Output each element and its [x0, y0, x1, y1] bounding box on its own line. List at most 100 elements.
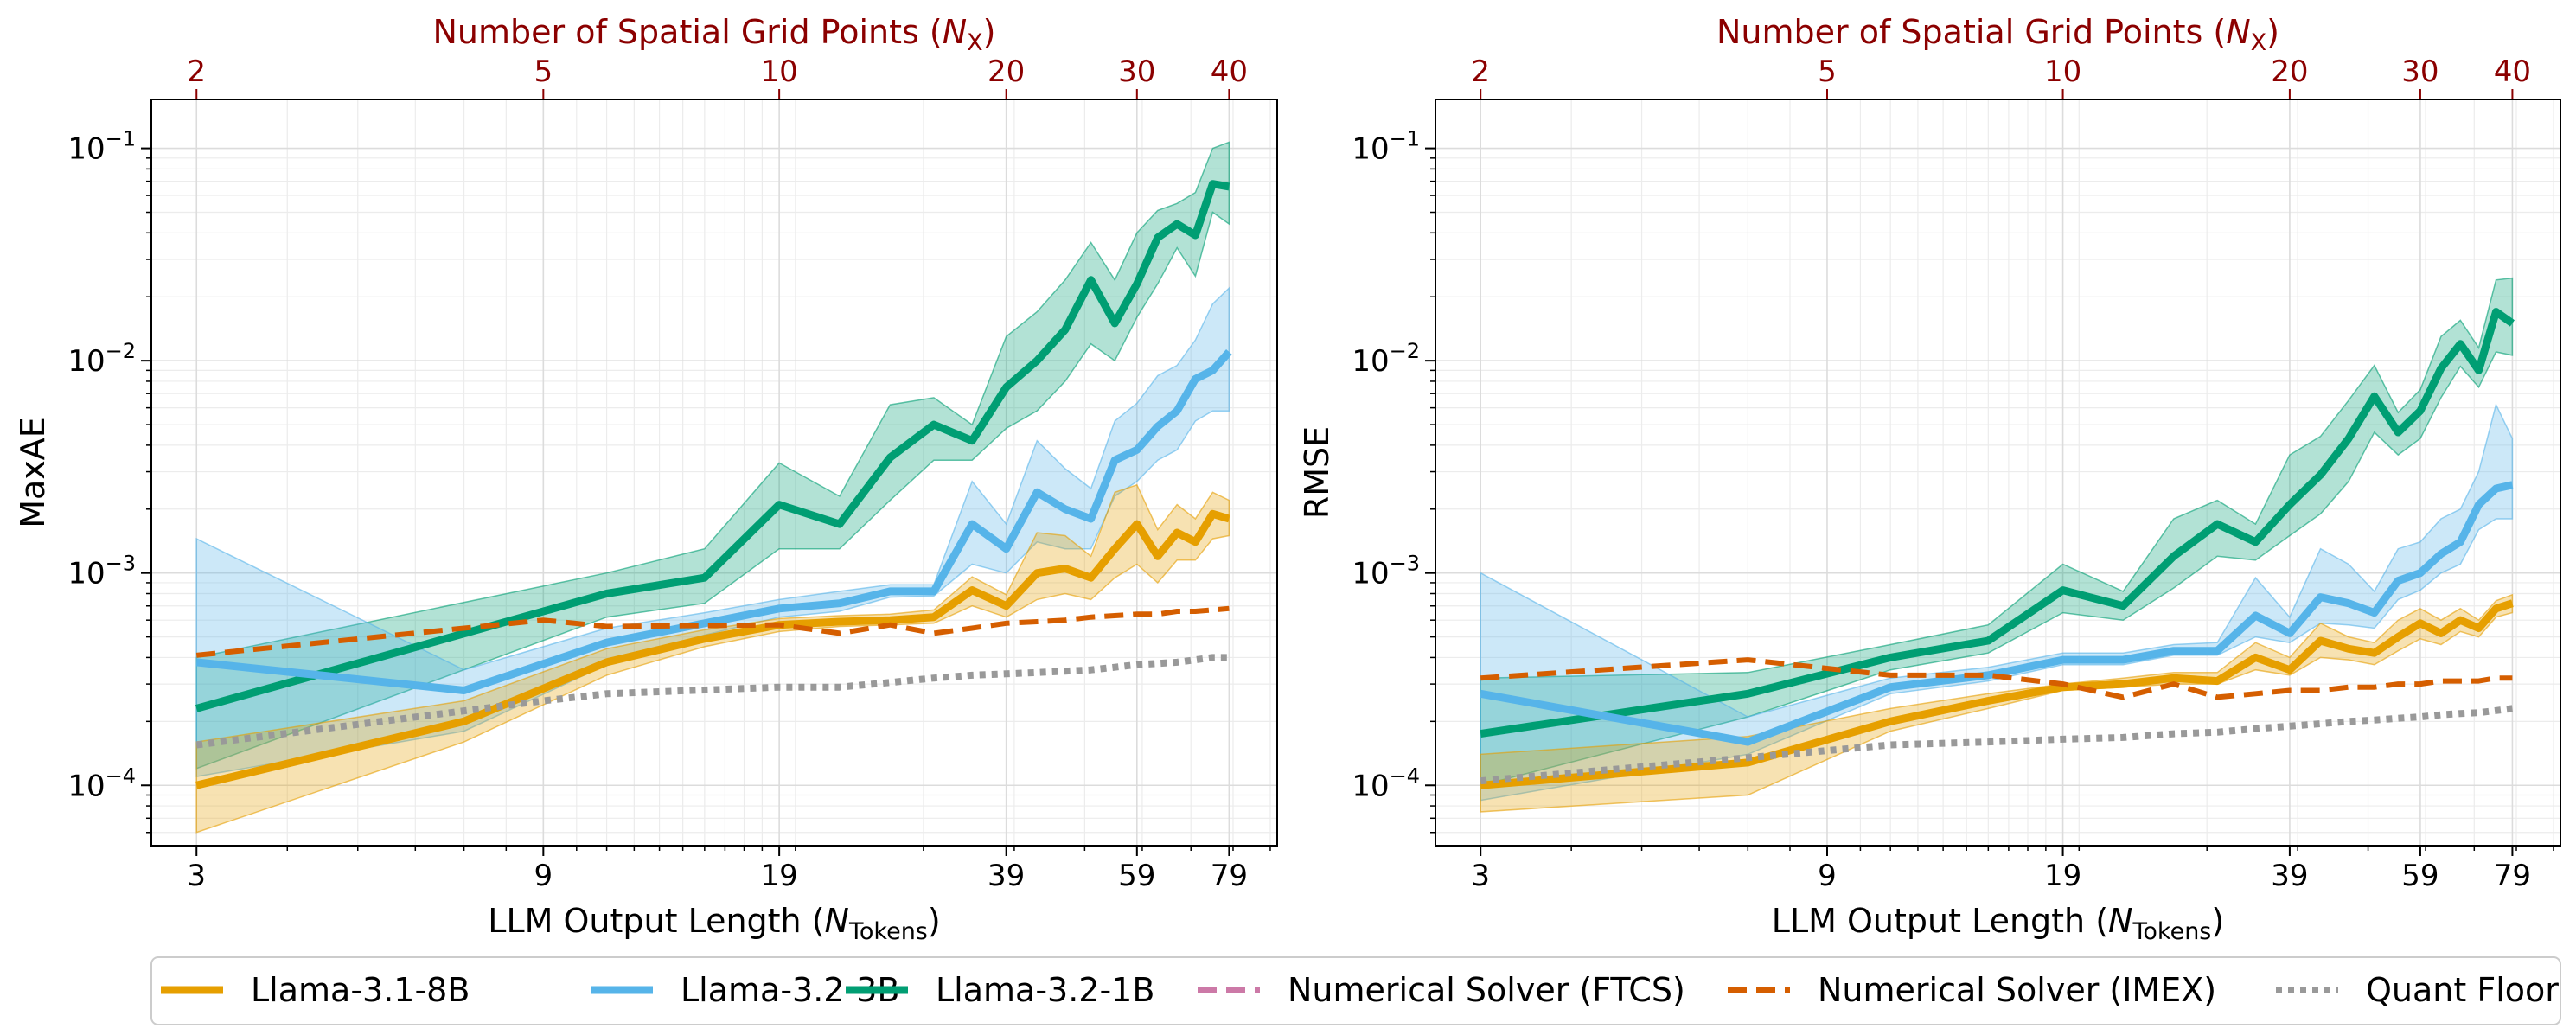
llama-3-1-8b-point — [2217, 680, 2218, 681]
llama-3-1-8b-point — [2478, 628, 2479, 629]
quant-floor-point — [2478, 712, 2479, 713]
llama-3-2-3b-band — [1480, 402, 2514, 802]
y-tick-label: 10−2 — [1352, 339, 1420, 379]
top-x-tick-label: 5 — [1818, 54, 1837, 89]
llama-3-2-1b-point — [1090, 279, 1091, 280]
legend-label: Llama-3.1-8B — [251, 971, 470, 1009]
llama-3-1-8b-point — [1890, 721, 1891, 722]
numerical-solver-imex-point — [2173, 684, 2174, 685]
numerical-solver-imex-point — [1480, 678, 1481, 679]
top-x-axis-label: Number of Spatial Grid Points (NX) — [1716, 13, 2279, 56]
grid — [151, 99, 1277, 846]
llama-3-2-1b-band — [1480, 277, 2514, 787]
llama-3-2-3b-point — [606, 642, 607, 643]
plot-frame — [1435, 99, 2561, 847]
numerical-solver-imex-point — [2478, 680, 2479, 681]
y-tick-label: 10−1 — [1352, 127, 1420, 167]
numerical-solver-imex-point — [2123, 697, 2124, 698]
quant-floor-point — [2255, 728, 2256, 729]
llama-3-2-1b-point — [2478, 370, 2479, 371]
numerical-solver-imex-point — [1195, 611, 1196, 612]
llama-3-2-3b-point — [2419, 572, 2420, 573]
numerical-solver-imex-point — [2320, 690, 2321, 691]
llama-3-1-8b-point — [839, 621, 840, 622]
quant-floor-point — [972, 674, 973, 675]
x-tick-label: 19 — [760, 859, 797, 893]
llama-3-2-3b-point — [196, 661, 197, 662]
x-tick-label: 59 — [1118, 859, 1155, 893]
llama-3-1-8b-line — [195, 509, 1230, 789]
numerical-solver-imex-point — [1136, 614, 1137, 615]
quant-floor-point — [1037, 672, 1038, 673]
x-tick-label: 79 — [2494, 859, 2531, 893]
numerical-solver-imex-point — [2512, 678, 2513, 679]
llama-3-1-8b-point — [2123, 684, 2124, 685]
llama-3-1-8b-point — [1480, 785, 1481, 786]
llama-3-2-1b-point — [2398, 431, 2399, 432]
llama-3-1-8b-point — [1229, 519, 1230, 520]
llama-3-2-3b-point — [463, 690, 464, 691]
llama-3-2-3b-point — [2440, 553, 2441, 554]
top-x-tick-label: 30 — [2401, 54, 2439, 89]
llama-3-1-8b-point — [2512, 603, 2513, 604]
x-tick-label: 3 — [1471, 859, 1490, 893]
llama-3-1-8b-line — [1480, 599, 2514, 789]
numerical-solver-imex-point — [779, 624, 780, 625]
llama-3-2-1b-point — [2348, 438, 2349, 439]
quant-floor-point — [1229, 657, 1230, 658]
y-tick-label: 10−4 — [1352, 763, 1420, 803]
numerical-solver-imex-point — [1064, 620, 1065, 621]
numerical-solver-imex-point — [2398, 684, 2399, 685]
llama-3-2-1b-point — [1212, 183, 1213, 184]
y-tick-label: 10−3 — [1352, 552, 1420, 591]
numerical-solver-imex-point — [890, 624, 891, 625]
llama-3-1-8b-point — [972, 590, 973, 591]
llama-3-2-3b-point — [1177, 411, 1178, 412]
quant-floor-point — [890, 682, 891, 683]
llama-3-1-8b-point — [1195, 541, 1196, 542]
top-x-tick-label: 40 — [1211, 54, 1248, 89]
numerical-solver-imex-point — [1890, 674, 1891, 675]
numerical-solver-imex-line — [1480, 657, 2513, 700]
llama-3-1-8b-point — [2398, 636, 2399, 637]
llama-3-2-1b-point — [2320, 475, 2321, 476]
llama-3-2-3b-point — [839, 603, 840, 604]
quant-floor-point — [1157, 663, 1158, 664]
x-tick-label: 39 — [988, 859, 1025, 893]
top-x-tick-label: 2 — [187, 54, 206, 89]
llama-3-2-1b-point — [1195, 235, 1196, 236]
top-x-tick-label: 30 — [1118, 54, 1155, 89]
llama-3-1-8b-point — [1037, 572, 1038, 573]
llama-3-2-1b-point — [1064, 329, 1065, 330]
llama-3-1-8b-point — [2348, 648, 2349, 649]
numerical-solver-imex-point — [972, 628, 973, 629]
llama-3-1-8b-band — [195, 483, 1230, 834]
llama-3-1-8b-point — [1136, 524, 1137, 525]
numerical-solver-imex-point — [839, 633, 840, 634]
numerical-solver-imex-point — [2255, 693, 2256, 694]
llama-3-2-3b-point — [2460, 541, 2461, 542]
numerical-solver-imex-point — [2062, 684, 2063, 685]
plot-frame — [150, 99, 1278, 847]
numerical-solver-imex-point — [1157, 614, 1158, 615]
llama-3-2-3b-point — [779, 608, 780, 609]
quant-floor-point — [2419, 717, 2420, 718]
numerical-solver-imex-point — [1037, 621, 1038, 622]
quant-floor-point — [2348, 721, 2349, 722]
quant-floor-point — [2173, 733, 2174, 734]
quant-floor-point — [543, 700, 544, 701]
llama-3-2-1b-point — [1988, 640, 1989, 641]
llama-3-2-3b-point — [2398, 580, 2399, 581]
numerical-solver-imex-point — [543, 620, 544, 621]
llama-3-1-8b-point — [1157, 556, 1158, 557]
quant-floor-point — [606, 693, 607, 694]
llama-3-2-1b-point — [2419, 411, 2420, 412]
quant-floor-point — [2123, 737, 2124, 738]
llama-3-1-8b-point — [196, 785, 197, 786]
y-axis-label: MaxAE — [14, 417, 52, 528]
legend-label: Quant Floor — [2366, 971, 2559, 1009]
llama-3-2-1b-point — [779, 504, 780, 505]
llama-3-2-3b-point — [2289, 633, 2290, 634]
llama-3-2-3b-point — [2374, 612, 2375, 613]
